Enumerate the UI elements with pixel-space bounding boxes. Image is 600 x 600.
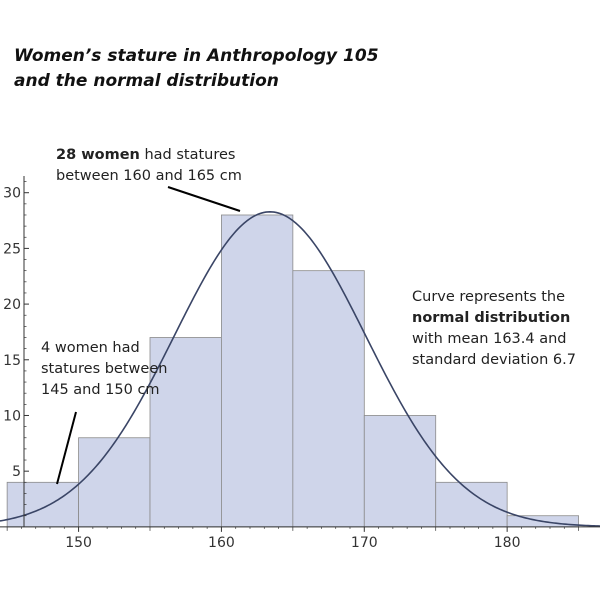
y-tick-label-20: 20 xyxy=(3,297,21,313)
annotation-curve-line-3: with mean 163.4 and xyxy=(412,331,567,347)
histogram-bar-155-160 xyxy=(149,337,222,528)
y-tick-label-30: 30 xyxy=(3,186,21,202)
histogram-bar-160-165 xyxy=(221,214,294,528)
annotation-curve: Curve represents the normal distribution… xyxy=(412,287,576,371)
annotation-pointers xyxy=(56,186,241,485)
annotation-curve-line-1: Curve represents the xyxy=(412,289,566,305)
x-tick-label-170: 170 xyxy=(351,535,378,551)
chart-title: Women’s stature in Anthropology 105 and … xyxy=(14,44,434,94)
axes: 150 160 170 180 5 10 15 20 25 30 xyxy=(0,176,600,551)
annotation-max-bin-bold: 28 women xyxy=(56,147,140,163)
histogram-bar-145-150 xyxy=(6,481,79,528)
annotation-max-bin: 28 women had statures between 160 and 16… xyxy=(56,145,242,187)
annotation-max-bin-rest: had statures xyxy=(139,147,236,163)
annotation-max-bin-line-1: 28 women had statures xyxy=(56,145,242,166)
x-tick-label-180: 180 xyxy=(494,535,521,551)
annotation-first-bin: 4 women had statures between 145 and 150… xyxy=(41,338,167,401)
y-tick-label-5: 5 xyxy=(12,464,21,480)
annotation-first-bin-line-1: 4 women had xyxy=(41,340,140,356)
annotation-first-bin-line-2: statures between xyxy=(41,361,168,377)
histogram-bar-175-180 xyxy=(435,481,508,528)
histogram-bar-150-155 xyxy=(78,437,151,528)
x-tick-label-160: 160 xyxy=(208,535,235,551)
y-tick-label-15: 15 xyxy=(3,353,21,369)
y-tick-label-25: 25 xyxy=(3,241,21,257)
normal-distribution-curve xyxy=(0,211,600,527)
annotation-max-bin-line-2: between 160 and 165 cm xyxy=(56,168,242,184)
histogram-bar-165-170 xyxy=(292,270,365,528)
histogram-bar-170-175 xyxy=(363,415,437,528)
y-tick-label-10: 10 xyxy=(3,408,21,424)
chart-title-line-2: and the normal distribution xyxy=(14,71,279,91)
histogram-bars xyxy=(6,214,579,528)
x-tick-label-150: 150 xyxy=(65,535,92,551)
chart-title-line-1: Women’s stature in Anthropology 105 xyxy=(14,46,379,66)
pointer-first-bin xyxy=(56,411,77,485)
annotation-curve-line-2: normal distribution xyxy=(412,310,571,326)
annotation-curve-line-4: standard deviation 6.7 xyxy=(412,352,576,368)
annotation-first-bin-line-3: 145 and 150 cm xyxy=(41,382,160,398)
pointer-max-bin xyxy=(167,186,241,212)
